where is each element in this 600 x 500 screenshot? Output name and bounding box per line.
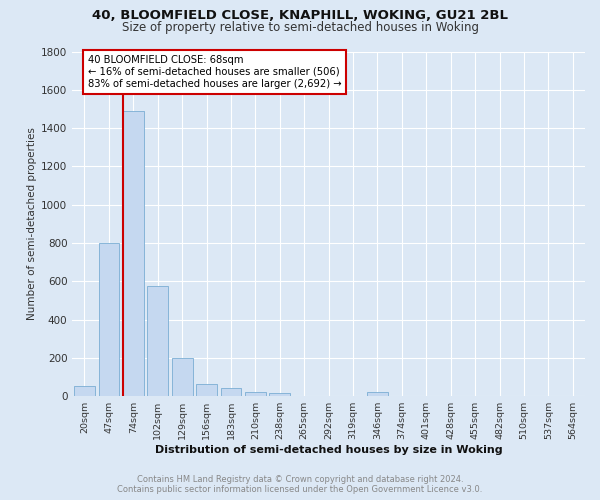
Bar — [221, 388, 241, 396]
Bar — [269, 394, 290, 396]
Text: Size of property relative to semi-detached houses in Woking: Size of property relative to semi-detach… — [121, 21, 479, 34]
Bar — [245, 392, 266, 396]
Text: 40, BLOOMFIELD CLOSE, KNAPHILL, WOKING, GU21 2BL: 40, BLOOMFIELD CLOSE, KNAPHILL, WOKING, … — [92, 9, 508, 22]
Text: 40 BLOOMFIELD CLOSE: 68sqm
← 16% of semi-detached houses are smaller (506)
83% o: 40 BLOOMFIELD CLOSE: 68sqm ← 16% of semi… — [88, 56, 341, 88]
Bar — [148, 286, 168, 396]
Bar — [98, 243, 119, 396]
X-axis label: Distribution of semi-detached houses by size in Woking: Distribution of semi-detached houses by … — [155, 445, 502, 455]
Bar — [74, 386, 95, 396]
Bar — [196, 384, 217, 396]
Text: Contains HM Land Registry data © Crown copyright and database right 2024.
Contai: Contains HM Land Registry data © Crown c… — [118, 474, 482, 494]
Bar — [172, 358, 193, 396]
Bar — [123, 111, 143, 396]
Bar — [367, 392, 388, 396]
Y-axis label: Number of semi-detached properties: Number of semi-detached properties — [27, 128, 37, 320]
